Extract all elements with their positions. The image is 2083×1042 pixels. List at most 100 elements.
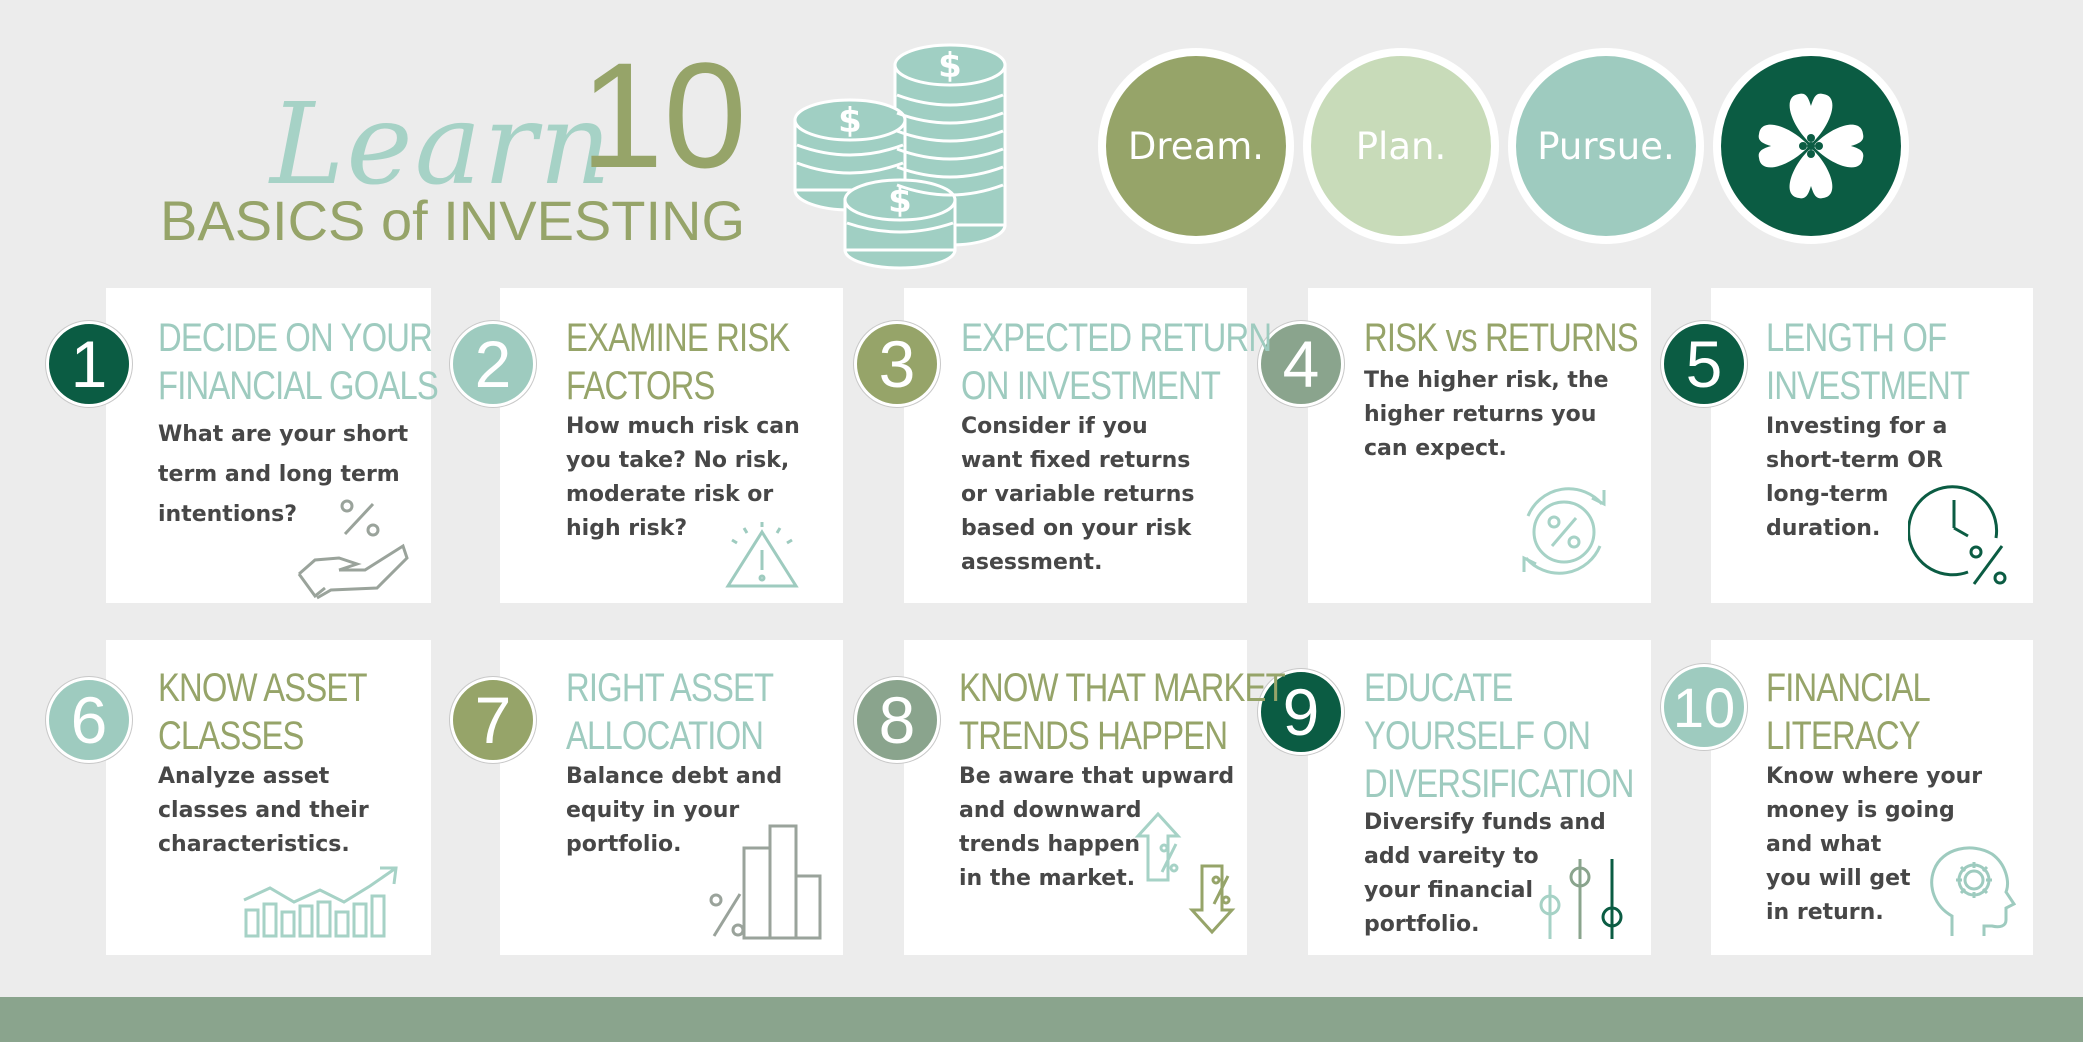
- step-body-10: Know where your money is going and what …: [1766, 760, 1982, 930]
- step-title-9-line-2: YOURSELF ON: [1364, 714, 1591, 758]
- step-number-7: 7: [450, 677, 536, 763]
- step-body-1-line-1: What are your short: [158, 422, 409, 447]
- hand-percent-icon: [297, 499, 409, 600]
- step-body-5-line-1: Investing for a: [1766, 414, 1948, 439]
- step-body-8-line-3: trends happen: [959, 832, 1141, 857]
- step-title-3-line-1: EXPECTED RETURN: [961, 316, 1272, 360]
- step-body-5-line-3: long-term: [1766, 482, 1889, 507]
- step-title-3-line-2: ON INVESTMENT: [961, 364, 1221, 408]
- step-body-2-line-3: moderate risk or: [566, 482, 774, 507]
- step-body-3-line-3: or variable returns: [961, 482, 1195, 507]
- step-title-10-line-2: LITERACY: [1766, 714, 1921, 758]
- step-number-8: 8: [854, 677, 940, 763]
- step-body-7-line-3: portfolio.: [566, 832, 682, 857]
- step-title-1-line-2: FINANCIAL GOALS: [158, 364, 439, 408]
- step-title-2-line-2: FACTORS: [566, 364, 715, 408]
- warning-icon: [725, 522, 799, 588]
- step-body-10-line-5: in return.: [1766, 900, 1884, 925]
- step-body-4-line-3: can expect.: [1364, 436, 1507, 461]
- head-gear-icon: [1930, 846, 2016, 936]
- step-body-4: The higher risk, the higher returns you …: [1364, 364, 1609, 466]
- step-title-4-line-1: RISK vs RETURNS: [1364, 316, 1639, 360]
- step-body-9-line-4: portfolio.: [1364, 912, 1480, 937]
- step-title-8-line-2: TRENDS HAPPEN: [959, 714, 1228, 758]
- step-body-6: Analyze asset classes and their characte…: [158, 760, 369, 862]
- step-card-10: [1711, 640, 2033, 955]
- pillar-pursue: Pursue.: [1508, 48, 1704, 244]
- step-body-9-line-2: add vareity to: [1364, 844, 1539, 869]
- step-title-5-line-2: INVESTMENT: [1766, 364, 1970, 408]
- step-number-4: 4: [1258, 321, 1344, 407]
- step-number-9: 9: [1258, 669, 1344, 755]
- coin-stack-icon: $ $ $: [793, 43, 1007, 270]
- step-body-3-line-1: Consider if you: [961, 414, 1148, 439]
- step-body-7-line-2: equity in your: [566, 798, 740, 823]
- step-card-9: [1308, 640, 1651, 955]
- bar-percent-icon: [709, 824, 822, 940]
- step-card-4: [1308, 288, 1651, 603]
- step-body-1: What are your short term and long term i…: [158, 415, 408, 535]
- step-title-1-line-1: DECIDE ON YOUR: [158, 316, 433, 360]
- step-body-6-line-1: Analyze asset: [158, 764, 330, 789]
- step-body-10-line-2: money is going: [1766, 798, 1955, 823]
- step-body-10-line-4: you will get: [1766, 866, 1911, 891]
- step-body-1-line-3: intentions?: [158, 502, 297, 527]
- step-title-5-line-1: LENGTH OF: [1766, 316, 1947, 360]
- step-title-7-line-2: ALLOCATION: [566, 714, 764, 758]
- step-body-8-line-4: in the market.: [959, 866, 1136, 891]
- footer-bar: [0, 997, 2083, 1042]
- step-title-6-line-1: KNOW ASSET: [158, 666, 368, 710]
- flower-logo-icon: [1721, 56, 1901, 236]
- step-body-9-line-3: your financial: [1364, 878, 1534, 903]
- step-title-8-line-1: KNOW THAT MARKET: [959, 666, 1286, 710]
- step-title-1: DECIDE ON YOUR FINANCIAL GOALS: [158, 314, 439, 410]
- step-body-2: How much risk can you take? No risk, mod…: [566, 410, 800, 546]
- step-body-2-line-4: high risk?: [566, 516, 688, 541]
- step-title-7-line-1: RIGHT ASSET: [566, 666, 774, 710]
- step-body-8-line-2: and downward: [959, 798, 1142, 823]
- step-body-10-line-1: Know where your: [1766, 764, 1983, 789]
- pillar-plan: Plan.: [1303, 48, 1499, 244]
- step-body-2-line-1: How much risk can: [566, 414, 800, 439]
- step-body-8: Be aware that upward and downward trends…: [959, 760, 1234, 896]
- step-body-2-line-2: you take? No risk,: [566, 448, 790, 473]
- step-body-4-line-1: The higher risk, the: [1364, 368, 1609, 393]
- pillar-plan-label: Plan.: [1311, 56, 1491, 236]
- pillars-group: Dream. Plan. Pursue.: [1098, 48, 1918, 258]
- step-number-6: 6: [46, 677, 132, 763]
- step-body-6-line-3: characteristics.: [158, 832, 350, 857]
- step-number-2: 2: [450, 321, 536, 407]
- svg-text:$: $: [888, 181, 912, 221]
- step-title-5: LENGTH OF INVESTMENT: [1766, 314, 1970, 410]
- page-title: Learn 10 BASICS of INVESTING: [160, 40, 800, 260]
- step-body-5-line-4: duration.: [1766, 516, 1881, 541]
- step-title-10-line-1: FINANCIAL: [1766, 666, 1931, 710]
- step-body-3-line-2: want fixed returns: [961, 448, 1191, 473]
- step-body-9-line-1: Diversify funds and: [1364, 810, 1606, 835]
- step-card-8: [904, 640, 1247, 955]
- step-body-7-line-1: Balance debt and: [566, 764, 783, 789]
- step-title-6-line-2: CLASSES: [158, 714, 304, 758]
- step-number-10: 10: [1661, 664, 1747, 750]
- step-title-6: KNOW ASSET CLASSES: [158, 664, 368, 760]
- title-ten: 10: [580, 31, 747, 199]
- step-card-7: [500, 640, 843, 955]
- step-body-5-line-2: short-term OR: [1766, 448, 1943, 473]
- trend-arrows-icon: [1134, 811, 1236, 935]
- step-body-8-line-1: Be aware that upward: [959, 764, 1235, 789]
- step-card-1: [106, 288, 431, 603]
- step-number-3: 3: [854, 321, 940, 407]
- step-title-9-line-1: EDUCATE: [1364, 666, 1513, 710]
- step-title-7: RIGHT ASSET ALLOCATION: [566, 664, 774, 760]
- step-title-2: EXAMINE RISK FACTORS: [566, 314, 790, 410]
- step-card-2: [500, 288, 843, 603]
- step-body-4-line-2: higher returns you: [1364, 402, 1597, 427]
- step-title-9-line-3: DIVERSIFICATION: [1364, 762, 1634, 806]
- step-title-4: RISK vs RETURNS: [1364, 314, 1639, 362]
- step-body-7: Balance debt and equity in your portfoli…: [566, 760, 782, 862]
- step-body-1-line-2: term and long term: [158, 462, 400, 487]
- pillar-dream: Dream.: [1098, 48, 1294, 244]
- step-title-10: FINANCIAL LITERACY: [1766, 664, 1931, 760]
- step-body-9: Diversify funds and add vareity to your …: [1364, 806, 1606, 942]
- step-title-8: KNOW THAT MARKET TRENDS HAPPEN: [959, 664, 1286, 760]
